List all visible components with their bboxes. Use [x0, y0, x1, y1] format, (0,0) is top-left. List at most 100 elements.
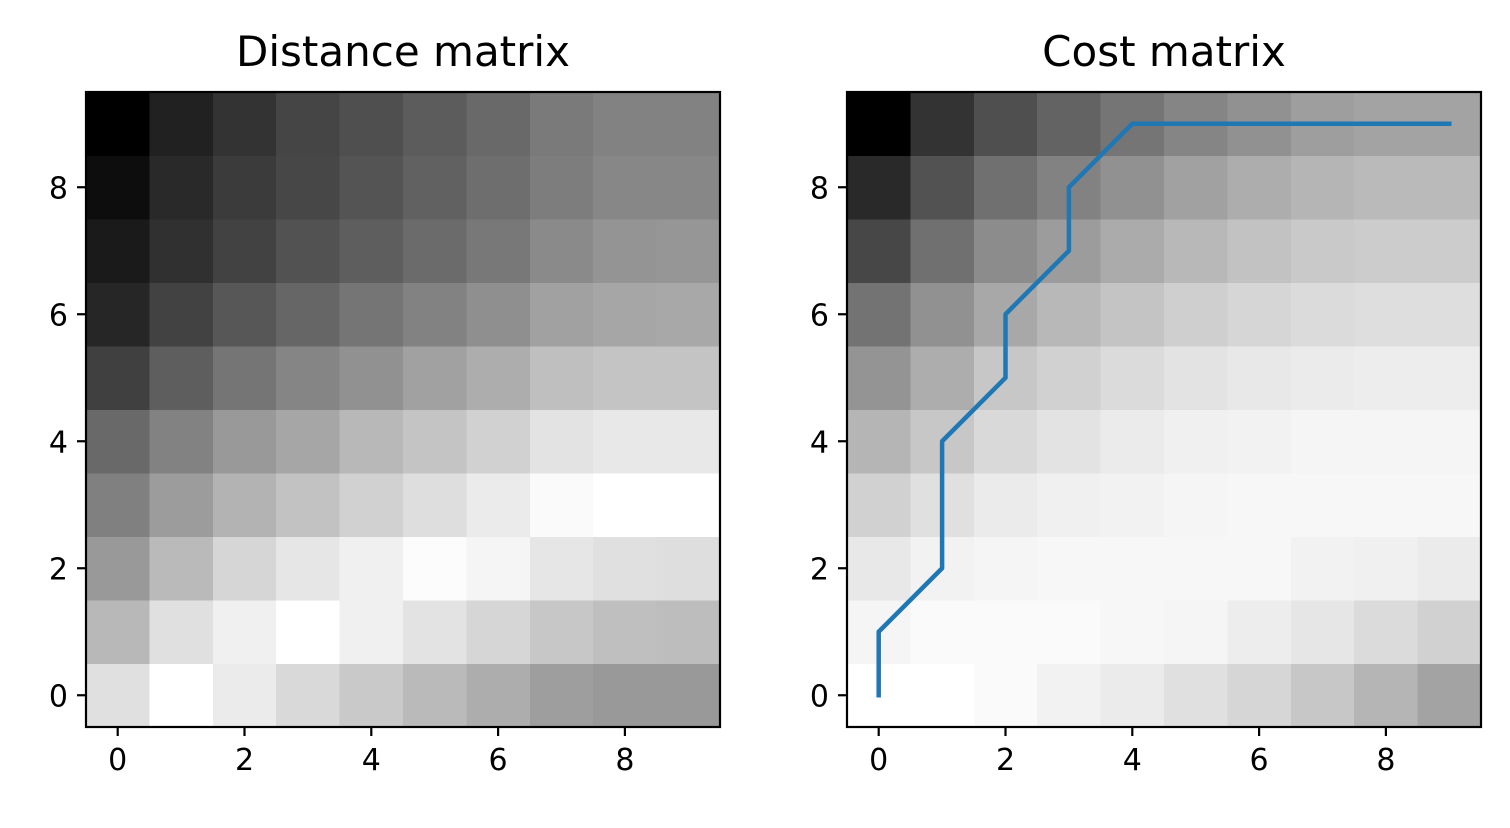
heatmap-cell [466, 282, 531, 347]
heatmap-cell [466, 92, 531, 157]
heatmap-cell [910, 346, 975, 411]
heatmap-cell [1290, 600, 1355, 665]
heatmap-cell [529, 282, 594, 347]
heatmap-cell [86, 282, 150, 347]
heatmap-cell [1100, 536, 1165, 601]
heatmap-cell [1037, 473, 1102, 538]
heatmap-cell [529, 219, 594, 284]
heatmap-cell [86, 536, 150, 601]
heatmap-cell [403, 600, 467, 665]
heatmap-cell [86, 219, 150, 284]
heatmap-cell [1037, 282, 1102, 347]
heatmap-cell [1227, 473, 1292, 538]
y-tick-label: 2 [810, 552, 829, 587]
heatmap-cell [149, 346, 214, 411]
heatmap-cell [1417, 536, 1482, 601]
heatmap-cell [1354, 282, 1419, 347]
heatmap-cell [339, 536, 404, 601]
chart-title: Distance matrix [236, 27, 570, 76]
heatmap-cell [1227, 155, 1292, 220]
heatmap-cell [212, 663, 277, 728]
heatmap-cell [847, 155, 911, 220]
heatmap-cell [403, 155, 467, 220]
heatmap-cell [1100, 600, 1165, 665]
heatmap-cell [1290, 663, 1355, 728]
heatmap-cell [86, 663, 150, 728]
heatmap-cell [1037, 409, 1102, 474]
heatmap-cell [86, 409, 150, 474]
heatmap-cell [1100, 473, 1165, 538]
heatmap-cell [1037, 600, 1102, 665]
axes-frame [845, 90, 1483, 729]
distance-matrix-panel: 0 2 4 6 8 0 2 4 6 8 Distance matrix [49, 27, 722, 778]
heatmap-cell [910, 282, 975, 347]
y-tick-label: 0 [49, 679, 68, 714]
heatmap-cell [339, 409, 404, 474]
heatmap-cell [656, 663, 721, 728]
heatmap-cell [1354, 155, 1419, 220]
heatmap-cell [656, 536, 721, 601]
heatmap-cell [212, 92, 277, 157]
heatmap-cell [973, 92, 1038, 157]
heatmap-cell [1227, 282, 1292, 347]
heatmap-cell [276, 219, 341, 284]
heatmap-cell [593, 219, 658, 284]
heatmap-cell [339, 282, 404, 347]
heatmap-cell [149, 536, 214, 601]
heatmap-cell [593, 473, 658, 538]
heatmap-cell [86, 92, 150, 157]
warping-path-line [876, 121, 1452, 698]
heatmap-cell [212, 409, 277, 474]
heatmap-cell [1290, 536, 1355, 601]
heatmap-cell [1290, 219, 1355, 284]
heatmap-cell [847, 346, 911, 411]
heatmap-cell [1354, 346, 1419, 411]
heatmap-cell [1100, 663, 1165, 728]
x-tick-label: 4 [362, 743, 381, 778]
chart-title: Cost matrix [1042, 27, 1286, 76]
x-tick-label: 8 [615, 743, 634, 778]
heatmap-cell [529, 536, 594, 601]
heatmap-cell [466, 219, 531, 284]
heatmap-cell [276, 346, 341, 411]
y-tick-label: 8 [49, 171, 68, 206]
x-tick-label: 8 [1376, 743, 1395, 778]
heatmap-cell [1417, 155, 1482, 220]
heatmap-cell [1164, 282, 1228, 347]
heatmap-cell [466, 155, 531, 220]
heatmap-cell [403, 409, 467, 474]
x-tick-label: 2 [996, 743, 1015, 778]
heatmap-cell [403, 282, 467, 347]
heatmap-cell [1290, 155, 1355, 220]
heatmap-cell [276, 536, 341, 601]
heatmap-cell [973, 219, 1038, 284]
heatmap-cell [529, 473, 594, 538]
heatmap-cell [973, 409, 1038, 474]
heatmap-cell [276, 409, 341, 474]
heatmap-cell [149, 155, 214, 220]
y-tick-label: 6 [49, 298, 68, 333]
heatmap-cell [910, 155, 975, 220]
heatmap-cell [403, 219, 467, 284]
heatmap-cell [1354, 600, 1419, 665]
heatmap-cell [403, 346, 467, 411]
heatmap-cell [910, 92, 975, 157]
heatmap-cell [149, 600, 214, 665]
heatmap-cell [212, 473, 277, 538]
heatmap-cell [276, 473, 341, 538]
heatmap-cell [1100, 155, 1165, 220]
heatmap-cell [466, 409, 531, 474]
heatmap-cell [1354, 409, 1419, 474]
heatmap-cell [86, 346, 150, 411]
heatmap-cell [403, 663, 467, 728]
y-tick-label: 4 [810, 425, 829, 460]
heatmap-cell [1417, 663, 1482, 728]
heatmap-cell [149, 663, 214, 728]
heatmap-cell [529, 600, 594, 665]
heatmap-cell [466, 663, 531, 728]
heatmap-cell [1227, 536, 1292, 601]
cost-matrix-panel: 0 2 4 6 8 0 2 4 6 8 Cost matrix [810, 27, 1483, 778]
heatmap-cell [656, 282, 721, 347]
heatmap-cell [593, 600, 658, 665]
